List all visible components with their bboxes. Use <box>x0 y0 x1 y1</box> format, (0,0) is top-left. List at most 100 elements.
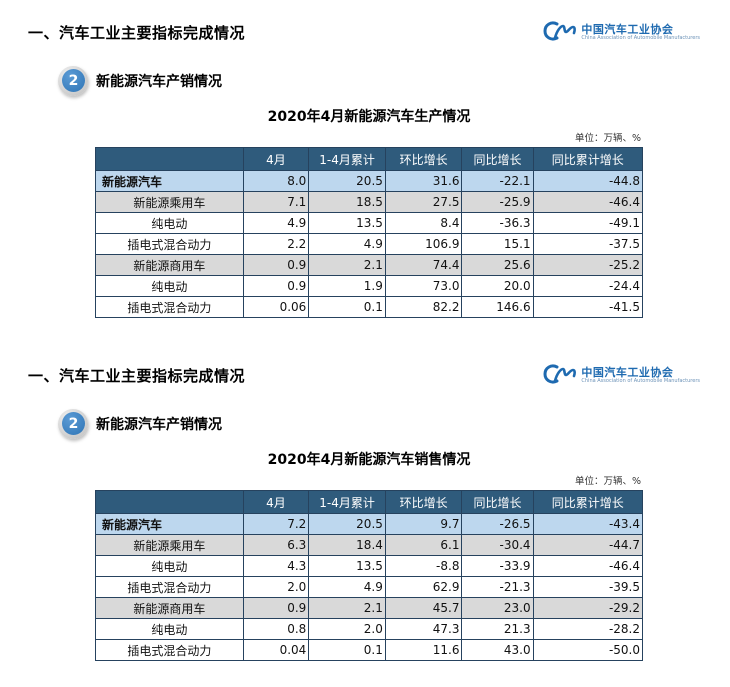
row-label: 新能源乘用车 <box>95 191 244 213</box>
cell-value: -44.7 <box>532 534 644 556</box>
section-number-badge: 2 <box>58 409 88 439</box>
column-header-month: 4月 <box>242 490 310 514</box>
subsection-title: 新能源汽车产销情况 <box>96 74 222 90</box>
cell-value: 25.6 <box>461 254 534 276</box>
cell-value: -22.1 <box>461 170 534 192</box>
logo-text: 中国汽车工业协会 China Association of Automobile… <box>581 367 700 385</box>
logo-org-name: 中国汽车工业协会 <box>581 366 674 380</box>
unit-note: 单位：万辆、% <box>574 133 641 144</box>
section-number-badge: 2 <box>58 66 88 96</box>
cell-value: -37.5 <box>532 233 644 255</box>
cell-value: 2.1 <box>308 597 386 619</box>
caam-logo: 中国汽车工业协会 China Association of Automobile… <box>543 363 700 389</box>
sales-table: 4月 1-4月累计 环比增长 同比增长 同比累计增长 新能源汽车 7.2 20.5 9… <box>95 490 644 661</box>
logo-org-subtitle: China Association of Automobile Manufact… <box>581 35 700 42</box>
cell-value: -26.5 <box>461 513 534 535</box>
table-row: 新能源乘用车 7.1 18.5 27.5 -25.9 -46.4 <box>95 191 644 213</box>
cell-value: 4.3 <box>242 555 310 577</box>
table-header-row: 4月 1-4月累计 环比增长 同比增长 同比累计增长 <box>95 147 644 171</box>
cell-value: -44.8 <box>532 170 644 192</box>
cell-value: 27.5 <box>384 191 463 213</box>
cell-value: -8.8 <box>384 555 463 577</box>
row-label: 新能源汽车 <box>95 513 244 535</box>
column-header-yoy-cumulative: 同比累计增长 <box>532 147 644 171</box>
cell-value: 74.4 <box>384 254 463 276</box>
cell-value: 7.1 <box>242 191 310 213</box>
subsection-header: 2 新能源汽车产销情况 <box>58 409 730 439</box>
table-row: 插电式混合动力 2.2 4.9 106.9 15.1 -37.5 <box>95 233 644 255</box>
table-row: 插电式混合动力 2.0 4.9 62.9 -21.3 -39.5 <box>95 576 644 598</box>
cell-value: -21.3 <box>461 576 534 598</box>
cell-value: 82.2 <box>384 296 463 318</box>
table-row: 纯电动 4.3 13.5 -8.8 -33.9 -46.4 <box>95 555 644 577</box>
table-area: 单位：万辆、% 4月 1-4月累计 环比增长 同比增长 同比累计增长 新能源汽车… <box>95 473 644 661</box>
cell-value: 13.5 <box>308 212 386 234</box>
badge-number: 2 <box>62 412 85 435</box>
cell-value: 0.9 <box>242 597 310 619</box>
column-header-yoy: 同比增长 <box>461 147 534 171</box>
cell-value: 6.1 <box>384 534 463 556</box>
cell-value: 7.2 <box>242 513 310 535</box>
column-header-label <box>95 147 244 171</box>
cell-value: 8.4 <box>384 212 463 234</box>
row-label: 插电式混合动力 <box>95 639 244 661</box>
row-label: 新能源商用车 <box>95 254 244 276</box>
section-heading: 一、汽车工业主要指标完成情况 <box>28 367 246 385</box>
cell-value: -33.9 <box>461 555 534 577</box>
cell-value: 23.0 <box>461 597 534 619</box>
table-row: 新能源商用车 0.9 2.1 45.7 23.0 -29.2 <box>95 597 644 619</box>
row-label: 纯电动 <box>95 275 244 297</box>
row-label: 新能源汽车 <box>95 170 244 192</box>
cell-value: -30.4 <box>461 534 534 556</box>
cell-value: 9.7 <box>384 513 463 535</box>
table-row: 纯电动 0.9 1.9 73.0 20.0 -24.4 <box>95 275 644 297</box>
row-label: 插电式混合动力 <box>95 576 244 598</box>
row-label: 插电式混合动力 <box>95 296 244 318</box>
cell-value: 4.9 <box>308 233 386 255</box>
cell-value: -50.0 <box>532 639 644 661</box>
cell-value: 146.6 <box>461 296 534 318</box>
section-heading: 一、汽车工业主要指标完成情况 <box>28 24 246 42</box>
row-label: 插电式混合动力 <box>95 233 244 255</box>
row-label: 纯电动 <box>95 212 244 234</box>
cell-value: 73.0 <box>384 275 463 297</box>
cell-value: 8.0 <box>242 170 310 192</box>
cell-value: -43.4 <box>532 513 644 535</box>
column-header-month: 4月 <box>242 147 310 171</box>
caam-logo-icon <box>543 363 577 389</box>
column-header-label <box>95 490 244 514</box>
cell-value: 0.04 <box>242 639 310 661</box>
cell-value: 1.9 <box>308 275 386 297</box>
cell-value: -24.4 <box>532 275 644 297</box>
slide-header: 一、汽车工业主要指标完成情况 中国汽车工业协会 China Associatio… <box>0 363 730 393</box>
cell-value: 0.1 <box>308 296 386 318</box>
cell-value: -25.2 <box>532 254 644 276</box>
caam-logo-icon <box>543 20 577 46</box>
cell-value: -25.9 <box>461 191 534 213</box>
table-row: 新能源汽车 7.2 20.5 9.7 -26.5 -43.4 <box>95 513 644 535</box>
cell-value: 47.3 <box>384 618 463 640</box>
table-row: 插电式混合动力 0.06 0.1 82.2 146.6 -41.5 <box>95 296 644 318</box>
cell-value: 21.3 <box>461 618 534 640</box>
cell-value: 18.5 <box>308 191 386 213</box>
cell-value: -46.4 <box>532 555 644 577</box>
cell-value: 0.1 <box>308 639 386 661</box>
cell-value: 11.6 <box>384 639 463 661</box>
row-label: 新能源商用车 <box>95 597 244 619</box>
subsection-header: 2 新能源汽车产销情况 <box>58 66 730 96</box>
column-header-yoy-cumulative: 同比累计增长 <box>532 490 644 514</box>
cell-value: 6.3 <box>242 534 310 556</box>
table-row: 新能源汽车 8.0 20.5 31.6 -22.1 -44.8 <box>95 170 644 192</box>
cell-value: 62.9 <box>384 576 463 598</box>
logo-text: 中国汽车工业协会 China Association of Automobile… <box>581 24 700 42</box>
table-row: 插电式混合动力 0.04 0.1 11.6 43.0 -50.0 <box>95 639 644 661</box>
cell-value: 0.9 <box>242 254 310 276</box>
subsection-title: 新能源汽车产销情况 <box>96 417 222 433</box>
cell-value: 106.9 <box>384 233 463 255</box>
row-label: 新能源乘用车 <box>95 534 244 556</box>
column-header-cumulative: 1-4月累计 <box>308 490 386 514</box>
logo-org-subtitle: China Association of Automobile Manufact… <box>581 378 700 385</box>
cell-value: -49.1 <box>532 212 644 234</box>
cell-value: 0.06 <box>242 296 310 318</box>
cell-value: 0.9 <box>242 275 310 297</box>
